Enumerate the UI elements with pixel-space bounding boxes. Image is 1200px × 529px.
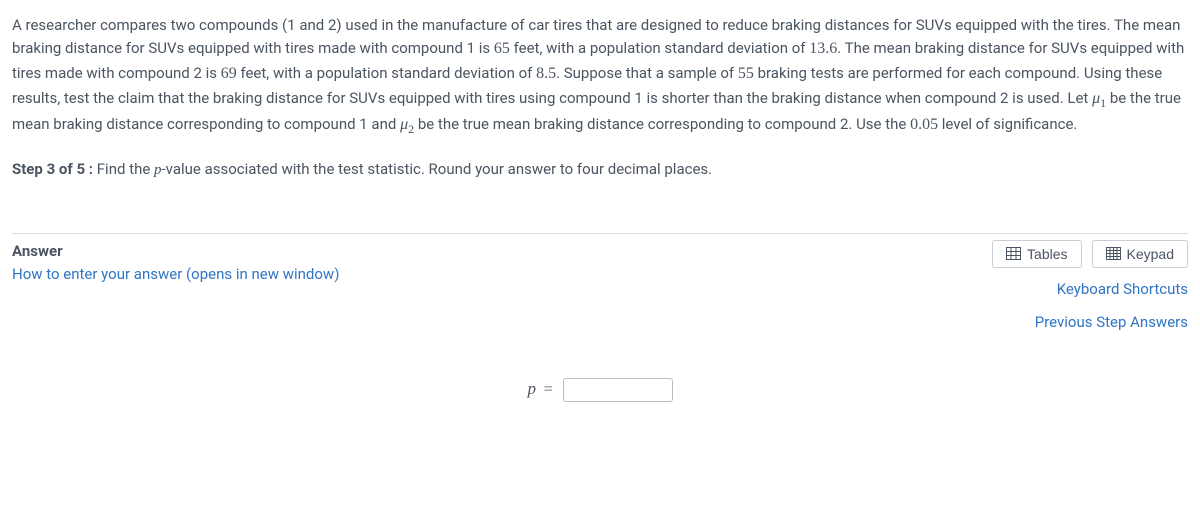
problem-text-e: . Suppose that a sample of bbox=[556, 64, 738, 82]
problem-statement: A researcher compares two compounds (1 a… bbox=[12, 14, 1188, 138]
answer-input-area: p = bbox=[12, 376, 1188, 403]
value-sd1: 13.6 bbox=[809, 40, 837, 57]
equals-sign: = bbox=[544, 381, 553, 398]
keypad-grid-icon bbox=[1106, 247, 1121, 260]
answer-heading: Answer bbox=[12, 240, 339, 263]
tables-button-label: Tables bbox=[1027, 246, 1067, 262]
problem-text-h: be the true mean braking distance corres… bbox=[414, 115, 910, 133]
step-label: Step 3 of 5 : bbox=[12, 160, 93, 178]
step-text-b: -value associated with the test statisti… bbox=[162, 160, 713, 178]
problem-text-b: feet, with a population standard deviati… bbox=[510, 39, 809, 57]
p-label: p bbox=[528, 379, 537, 398]
value-alpha: 0.05 bbox=[910, 116, 938, 133]
previous-step-answers-link[interactable]: Previous Step Answers bbox=[992, 311, 1188, 334]
problem-text-d: feet, with a population standard deviati… bbox=[237, 64, 536, 82]
keypad-button-label: Keypad bbox=[1127, 246, 1174, 262]
section-divider bbox=[12, 233, 1188, 234]
tables-button[interactable]: Tables bbox=[992, 240, 1081, 268]
table-grid-icon bbox=[1006, 247, 1021, 260]
mu1-symbol: μ1 bbox=[1092, 90, 1106, 107]
value-mean2: 69 bbox=[221, 65, 237, 82]
value-n: 55 bbox=[738, 65, 754, 82]
problem-text-i: level of significance. bbox=[938, 115, 1077, 133]
keypad-button[interactable]: Keypad bbox=[1092, 240, 1188, 268]
step-instruction: Step 3 of 5 : Find the p-value associate… bbox=[12, 158, 1188, 182]
value-mean1: 65 bbox=[494, 40, 510, 57]
help-link[interactable]: How to enter your answer (opens in new w… bbox=[12, 263, 339, 286]
keyboard-shortcuts-link[interactable]: Keyboard Shortcuts bbox=[992, 278, 1188, 301]
p-value-input[interactable] bbox=[563, 378, 673, 402]
p-variable: p bbox=[154, 162, 162, 178]
mu2-symbol: μ2 bbox=[400, 116, 414, 133]
step-text-a: Find the bbox=[93, 160, 154, 178]
value-sd2: 8.5 bbox=[536, 65, 556, 82]
